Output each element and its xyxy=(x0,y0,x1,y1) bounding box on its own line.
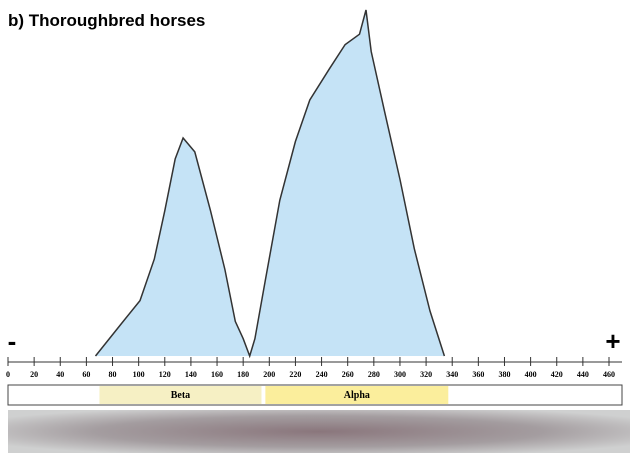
x-tick-label: 160 xyxy=(211,370,223,379)
gel-image xyxy=(8,410,630,453)
x-tick-label: 380 xyxy=(498,370,510,379)
x-tick-label: 280 xyxy=(368,370,380,379)
x-tick-label: 300 xyxy=(394,370,406,379)
band-label: Beta xyxy=(171,390,190,401)
x-tick-label: 400 xyxy=(525,370,537,379)
x-tick-label: 220 xyxy=(289,370,301,379)
polarity-sign: - xyxy=(8,326,17,356)
x-tick-label: 440 xyxy=(577,370,589,379)
x-tick-label: 320 xyxy=(420,370,432,379)
polarity-sign: + xyxy=(605,326,620,356)
x-tick-label: 100 xyxy=(133,370,145,379)
x-tick-label: 40 xyxy=(56,370,64,379)
x-tick-label: 180 xyxy=(237,370,249,379)
x-tick-label: 0 xyxy=(6,370,10,379)
x-tick-label: 360 xyxy=(472,370,484,379)
x-tick-label: 260 xyxy=(342,370,354,379)
x-tick-label: 340 xyxy=(446,370,458,379)
area-fill xyxy=(96,10,445,356)
x-tick-label: 60 xyxy=(82,370,90,379)
x-tick-label: 200 xyxy=(263,370,275,379)
x-tick-label: 420 xyxy=(551,370,563,379)
band-label: Alpha xyxy=(344,390,370,401)
x-tick-label: 460 xyxy=(603,370,615,379)
x-tick-label: 140 xyxy=(185,370,197,379)
x-tick-label: 120 xyxy=(159,370,171,379)
chart-title: b) Thoroughbred horses xyxy=(8,11,205,30)
x-tick-label: 240 xyxy=(316,370,328,379)
x-tick-label: 20 xyxy=(30,370,38,379)
chart: b) Thoroughbred horses 0 20 40 60 80 100 120 14… xyxy=(0,0,630,453)
x-tick-label: 80 xyxy=(109,370,117,379)
